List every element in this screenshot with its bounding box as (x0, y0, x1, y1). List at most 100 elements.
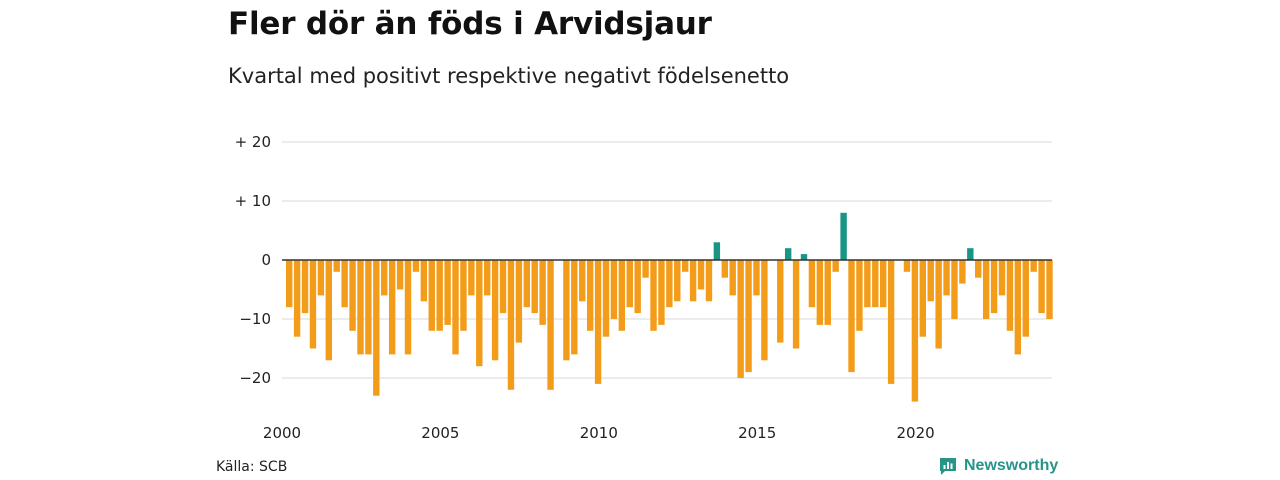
bar (697, 260, 705, 290)
bar (539, 260, 546, 325)
bar (420, 260, 428, 302)
bar (412, 260, 420, 272)
bar (832, 260, 839, 272)
y-tick-label: + 10 (235, 192, 271, 210)
bar (301, 260, 309, 314)
bar (816, 260, 824, 325)
bar (571, 260, 578, 355)
bar (919, 260, 926, 337)
brand-name: Newsworthy (964, 457, 1059, 474)
bar (1014, 260, 1022, 355)
bar (1046, 260, 1053, 319)
bar (658, 260, 665, 325)
bar (682, 260, 689, 272)
bar (642, 260, 649, 278)
bar (887, 260, 895, 384)
brand-logo[interactable]: Newsworthy (938, 456, 1058, 476)
bar (674, 260, 681, 302)
bar (491, 260, 499, 361)
bar (333, 260, 340, 272)
x-tick-label: 2000 (263, 424, 301, 442)
bar (293, 260, 301, 337)
bar (967, 248, 974, 260)
x-tick-label: 2020 (897, 424, 935, 442)
bar (824, 260, 831, 325)
bar (610, 260, 618, 319)
bar (737, 260, 744, 378)
bar (444, 260, 451, 325)
chart-title: Fler dör än föds i Arvidsjaur (228, 6, 712, 42)
bar (808, 260, 816, 308)
bar (721, 260, 728, 278)
bar (626, 260, 633, 308)
bar (579, 260, 586, 302)
bar (523, 260, 530, 308)
bar (911, 260, 919, 402)
bar (388, 260, 396, 355)
bar (1022, 260, 1029, 337)
y-tick-label: −10 (239, 310, 271, 328)
x-tick-label: 2005 (421, 424, 459, 442)
bar (1030, 260, 1037, 272)
bar (349, 260, 356, 331)
bar (341, 260, 348, 308)
bar (1006, 260, 1014, 331)
bar (317, 260, 325, 296)
bar (365, 260, 372, 355)
bar (784, 248, 792, 260)
y-tick-label: + 20 (235, 133, 271, 151)
bar (840, 212, 847, 260)
bar (998, 260, 1006, 296)
bar (594, 260, 602, 384)
bar (689, 260, 697, 302)
bar (753, 260, 760, 296)
bar (705, 260, 713, 302)
bar (484, 260, 491, 296)
bar (373, 260, 380, 396)
bar (1038, 260, 1045, 314)
bar (325, 260, 332, 361)
bar (476, 260, 483, 367)
bar (531, 260, 538, 314)
bar (515, 260, 523, 343)
bar (729, 260, 736, 296)
bar (903, 260, 911, 272)
bar (452, 260, 459, 355)
bar (666, 260, 673, 308)
bar (856, 260, 863, 331)
bar (792, 260, 800, 349)
bar (927, 260, 934, 302)
bar (943, 260, 950, 296)
bar (959, 260, 966, 284)
bar (286, 260, 293, 308)
y-axis-labels: + 20 + 10 0 −10 −20 (235, 133, 271, 387)
bar (777, 260, 784, 343)
bar (745, 260, 752, 373)
bar (396, 260, 404, 290)
bars (286, 212, 1053, 402)
bar (935, 260, 942, 349)
bar (872, 260, 879, 308)
y-tick-label: 0 (261, 251, 271, 269)
chart-subtitle: Kvartal med positivt respektive negativt… (228, 64, 790, 88)
bar (357, 260, 364, 355)
bar (650, 260, 657, 331)
bar (951, 260, 958, 319)
bar (499, 260, 507, 314)
bar (800, 254, 808, 260)
bar (404, 260, 412, 355)
source-note: Källa: SCB (216, 459, 288, 475)
bar (563, 260, 570, 361)
bar (586, 260, 594, 331)
x-axis-labels: 2000 2005 2010 2015 2020 (263, 424, 935, 442)
bar (713, 242, 721, 260)
bar (507, 260, 515, 390)
bar (761, 260, 768, 361)
x-tick-label: 2010 (580, 424, 618, 442)
bar (982, 260, 990, 319)
bar (864, 260, 871, 308)
newsworthy-logo-icon (940, 458, 956, 475)
bar (634, 260, 641, 314)
bar (880, 260, 887, 308)
